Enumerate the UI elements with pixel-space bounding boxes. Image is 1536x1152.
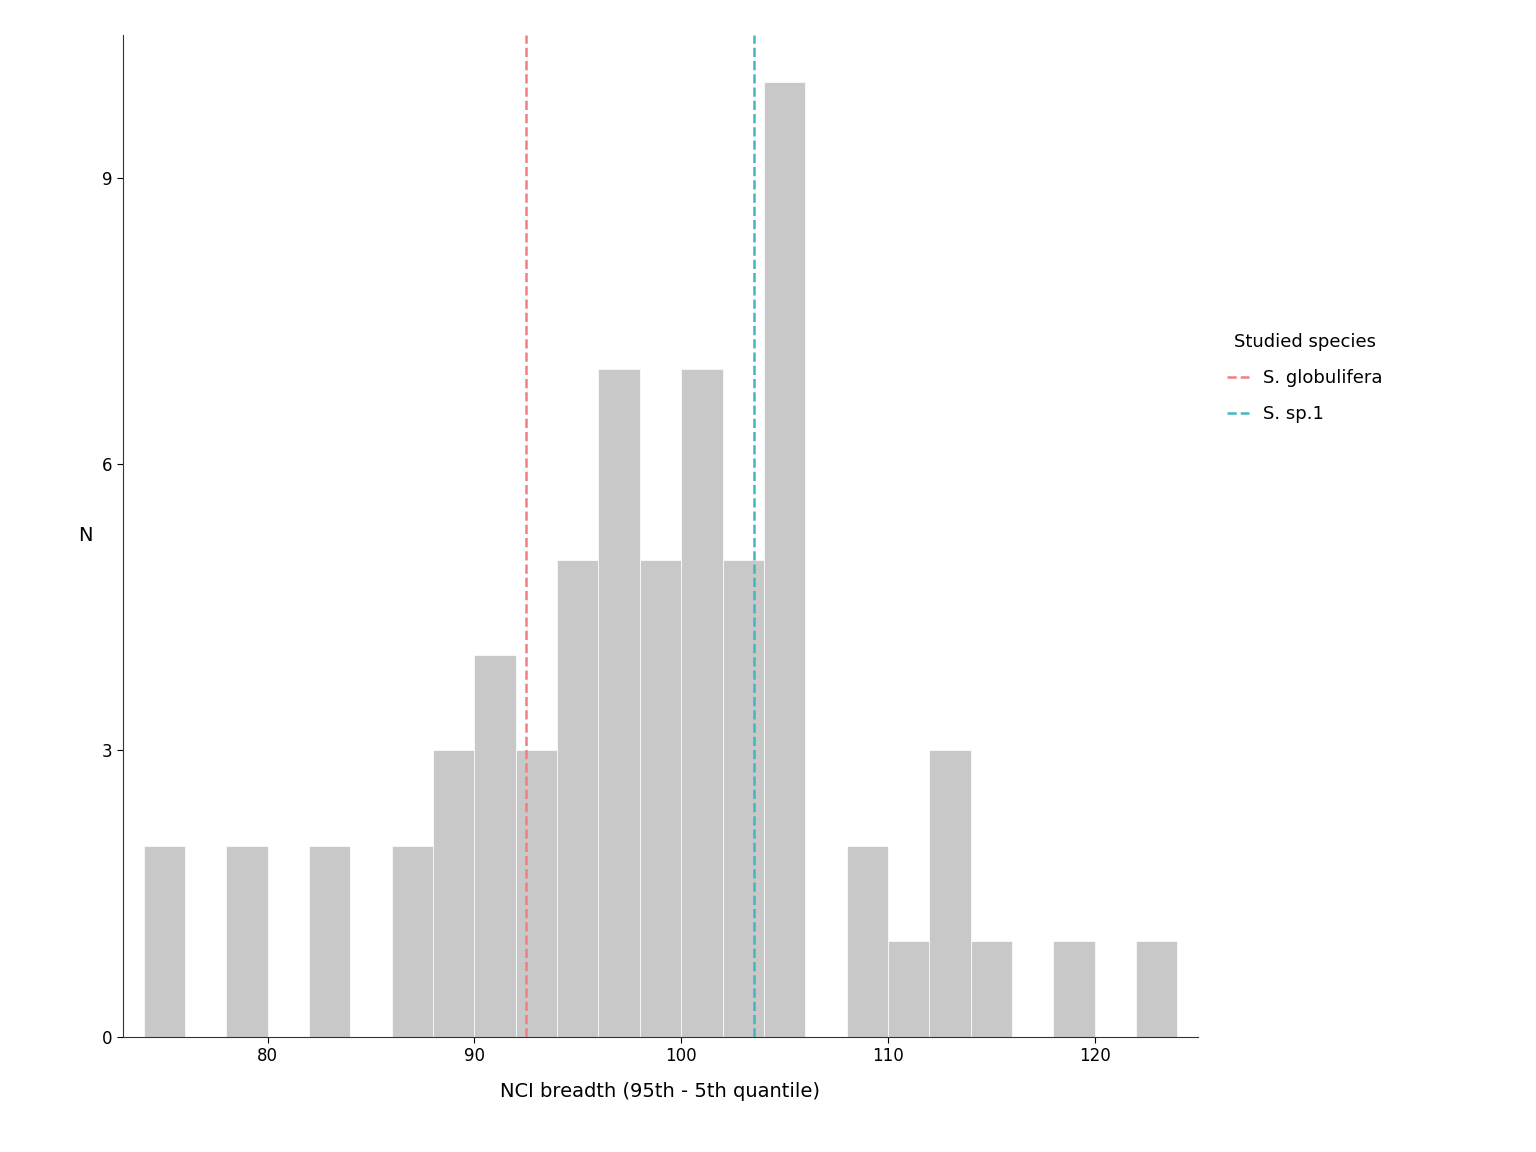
Bar [516, 750, 558, 1037]
Bar [143, 846, 184, 1037]
Bar [763, 82, 805, 1037]
Bar [475, 655, 516, 1037]
Bar [599, 369, 641, 1037]
Y-axis label: N: N [78, 526, 92, 545]
Legend: S. globulifera, S. sp.1: S. globulifera, S. sp.1 [1218, 324, 1392, 432]
Bar [680, 369, 722, 1037]
Bar [929, 750, 971, 1037]
Bar [433, 750, 475, 1037]
Bar [226, 846, 267, 1037]
Bar [846, 846, 888, 1037]
Bar [971, 941, 1012, 1037]
Bar [1054, 941, 1095, 1037]
Bar [722, 560, 763, 1037]
Bar [558, 560, 599, 1037]
Bar [309, 846, 350, 1037]
Bar [392, 846, 433, 1037]
Bar [641, 560, 680, 1037]
Bar [1137, 941, 1178, 1037]
X-axis label: NCI breadth (95th - 5th quantile): NCI breadth (95th - 5th quantile) [501, 1082, 820, 1101]
Bar [888, 941, 929, 1037]
